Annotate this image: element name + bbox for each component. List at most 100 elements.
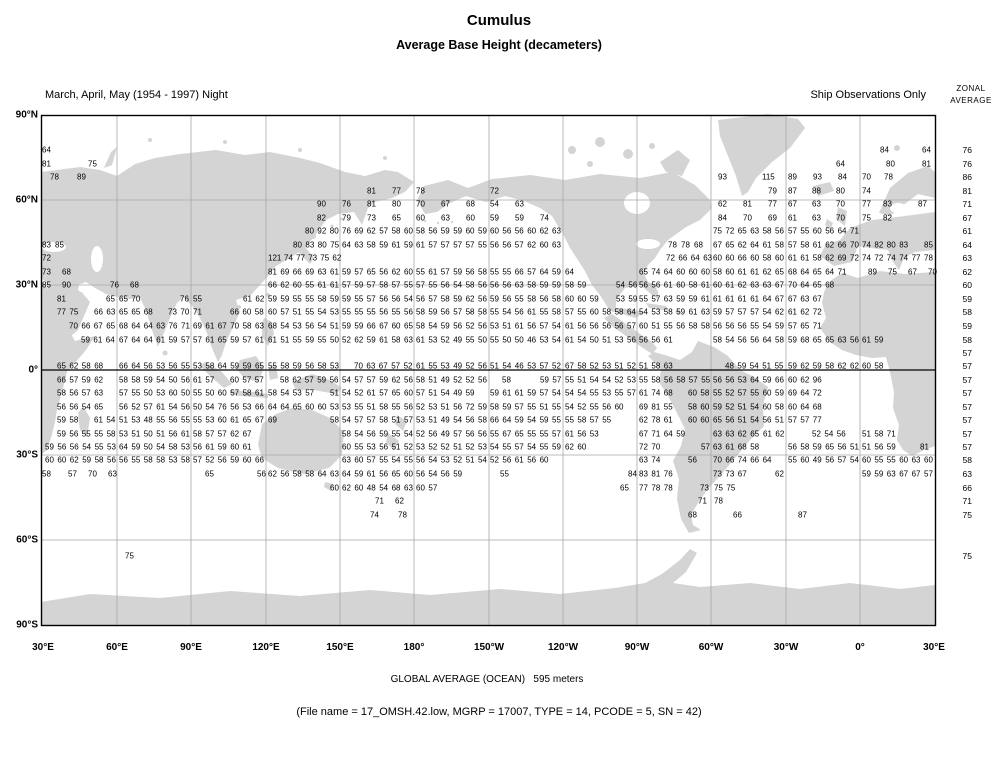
grid-value: 60 [218, 389, 227, 398]
grid-value: 56 [602, 403, 611, 412]
grid-value: 58 [318, 295, 327, 304]
grid-value: 54 [639, 308, 648, 317]
grid-value: 58 [69, 416, 78, 425]
grid-value: 54 [552, 322, 561, 331]
grid-value: 66 [94, 308, 103, 317]
grid-value: 60 [392, 322, 401, 331]
grid-value: 89 [788, 173, 797, 182]
grid-value: 69 [193, 322, 202, 331]
grid-value: 49 [453, 389, 462, 398]
grid-value: 64 [342, 470, 351, 479]
grid-value: 65 [813, 268, 822, 277]
grid-value: 56 [838, 443, 847, 452]
grid-value: 56 [478, 295, 487, 304]
grid-value: 65 [620, 484, 629, 493]
grid-value: 52 [590, 362, 599, 371]
grid-value: 65 [639, 268, 648, 277]
grid-value: 59 [367, 336, 376, 345]
grid-value: 58 [416, 227, 425, 236]
land-ireland [825, 219, 833, 230]
grid-value: 58 [713, 268, 722, 277]
grid-value: 58 [205, 362, 214, 371]
grid-value: 60 [788, 376, 797, 385]
grid-value: 69 [268, 416, 277, 425]
grid-value: 55 [416, 268, 425, 277]
grid-value: 62 [392, 268, 401, 277]
grid-value: 56 [713, 376, 722, 385]
land-hispaniola [675, 309, 681, 315]
grid-value: 61 [788, 254, 797, 263]
grid-value: 62 [367, 227, 376, 236]
longitude-label: 120°E [252, 642, 280, 653]
grid-value: 62 [775, 308, 784, 317]
grid-value: 55 [478, 241, 487, 250]
grid-value: 54 [478, 456, 487, 465]
grid-value: 57 [627, 389, 636, 398]
land-hawaii [477, 314, 481, 318]
grid-value: 51 [738, 416, 747, 425]
grid-value: 54 [82, 403, 91, 412]
grid-value: 72 [850, 254, 859, 263]
grid-value: 64 [750, 241, 759, 250]
grid-value: 58 [82, 362, 91, 371]
grid-value: 90 [317, 200, 326, 209]
grid-value: 51 [615, 362, 624, 371]
grid-value: 65 [738, 227, 747, 236]
grid-value: 60 [924, 456, 933, 465]
zonal-average-value: 76 [963, 145, 973, 155]
grid-value: 58 [651, 362, 660, 371]
grid-value: 64 [627, 308, 636, 317]
grid-value: 63 [812, 200, 821, 209]
grid-value: 53 [602, 362, 611, 371]
grid-value: 58 [527, 281, 536, 290]
land-kuriles [330, 224, 334, 228]
grid-value: 51 [156, 430, 165, 439]
land-arctic-island [649, 143, 655, 149]
grid-value: 74 [540, 214, 549, 223]
land-arctic-island [223, 140, 227, 144]
grid-value: 63 [515, 200, 524, 209]
grid-value: 55 [428, 362, 437, 371]
grid-value: 73 [308, 254, 317, 263]
grid-value: 58 [107, 430, 116, 439]
grid-value: 59 [813, 362, 822, 371]
grid-value: 74 [651, 456, 660, 465]
grid-value: 59 [293, 362, 302, 371]
grid-value: 62 [738, 430, 747, 439]
grid-value: 60 [540, 241, 549, 250]
grid-value: 56 [725, 322, 734, 331]
grid-value: 62 [466, 295, 475, 304]
grid-value: 70 [416, 200, 425, 209]
grid-value: 66 [81, 322, 90, 331]
grid-value: 60 [688, 389, 697, 398]
land-borneo [236, 356, 264, 382]
grid-value: 77 [639, 484, 648, 493]
grid-value: 61 [156, 403, 165, 412]
grid-value: 89 [77, 173, 86, 182]
grid-value: 58 [615, 308, 624, 317]
grid-value: 61 [193, 376, 202, 385]
grid-value: 63 [912, 456, 921, 465]
grid-value: 59 [379, 376, 388, 385]
axis-labels: 30°E 60°E 90°E 120°E 150°E 180° 150°W 120°W 90°W… [16, 110, 946, 654]
grid-value: 52 [404, 362, 413, 371]
grid-value: 59 [490, 295, 499, 304]
grid-value: 59 [515, 214, 524, 223]
grid-value: 62 [825, 254, 834, 263]
grid-value: 73 [725, 470, 734, 479]
grid-value: 60 [688, 416, 697, 425]
grid-value: 70 [713, 456, 722, 465]
grid-value: 59 [404, 241, 413, 250]
grid-value: 52 [441, 336, 450, 345]
grid-value: 58 [676, 376, 685, 385]
zonal-average-value: 58 [963, 307, 973, 317]
grid-value: 67 [912, 470, 921, 479]
grid-value: 50 [205, 389, 214, 398]
grid-value: 50 [590, 336, 599, 345]
grid-value: 61 [255, 336, 264, 345]
grid-value: 78 [50, 173, 59, 182]
grid-value: 52 [466, 362, 475, 371]
zonal-average-value: 61 [963, 226, 973, 236]
grid-value: 55 [94, 430, 103, 439]
grid-value: 57 [82, 389, 91, 398]
